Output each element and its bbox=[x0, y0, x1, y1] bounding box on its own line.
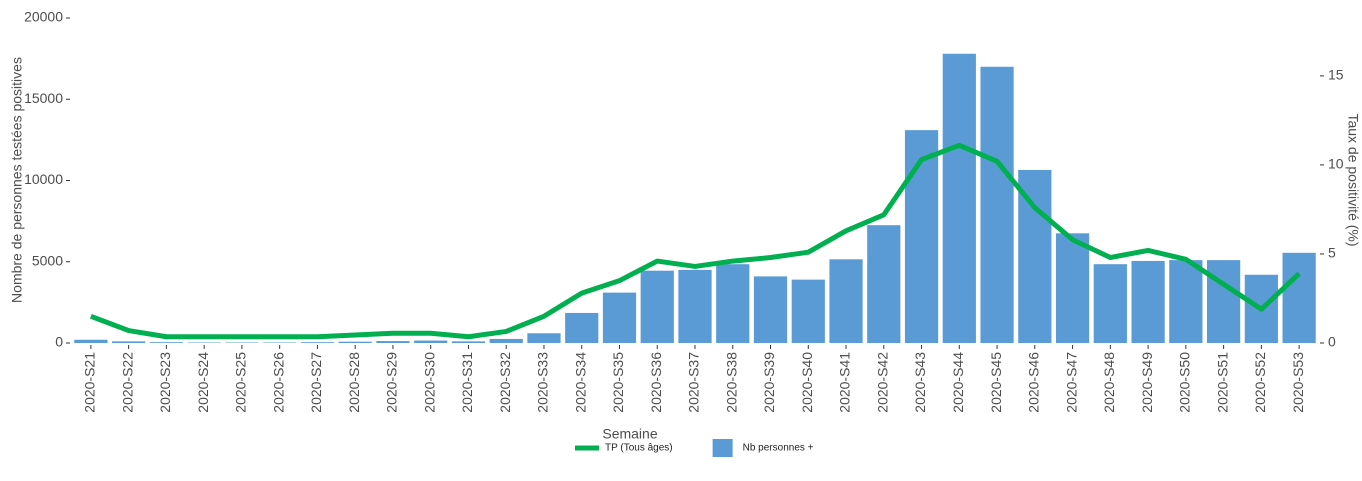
bar bbox=[1055, 233, 1090, 343]
x-tick-label: 2020-S49 bbox=[1139, 352, 1155, 413]
y-axis-title: Nombre de personnes testées positives bbox=[9, 57, 25, 303]
bar bbox=[1282, 252, 1316, 343]
bar bbox=[489, 338, 523, 343]
y2-tick-label: 15 bbox=[1328, 67, 1344, 83]
bar bbox=[527, 333, 561, 343]
x-tick-label: 2020-S44 bbox=[950, 352, 966, 413]
x-tick-label: 2020-S40 bbox=[799, 352, 815, 413]
bar bbox=[1206, 260, 1241, 343]
bar bbox=[338, 341, 372, 343]
bar bbox=[753, 276, 788, 343]
bar bbox=[74, 339, 108, 343]
x-tick-label: 2020-S38 bbox=[723, 352, 739, 413]
x-tick-label: 2020-S32 bbox=[497, 352, 513, 413]
y2-axis-title: Taux de positivité (%) bbox=[1345, 113, 1361, 246]
y-tick-label: 15000 bbox=[24, 90, 63, 106]
bar bbox=[716, 264, 750, 343]
x-tick-label: 2020-S41 bbox=[837, 352, 853, 413]
x-tick-label: 2020-S42 bbox=[874, 352, 890, 413]
x-tick-label: 2020-S23 bbox=[157, 352, 173, 413]
x-tick-label: 2020-S30 bbox=[421, 352, 437, 413]
x-tick-label: 2020-S27 bbox=[308, 352, 324, 413]
y2-tick-label: 10 bbox=[1328, 156, 1344, 172]
x-tick-label: 2020-S37 bbox=[686, 352, 702, 413]
bar bbox=[376, 341, 410, 343]
x-tick-label: 2020-S52 bbox=[1252, 352, 1268, 413]
bar bbox=[640, 270, 674, 343]
bar bbox=[1131, 260, 1165, 343]
bar bbox=[942, 53, 976, 343]
x-tick-label: 2020-S53 bbox=[1290, 352, 1306, 413]
bar bbox=[451, 341, 486, 343]
bar bbox=[904, 130, 939, 343]
x-tick-label: 2020-S35 bbox=[610, 352, 626, 413]
bar bbox=[602, 292, 637, 343]
x-tick-label: 2020-S28 bbox=[346, 352, 362, 413]
bar bbox=[791, 279, 825, 343]
bar bbox=[565, 312, 599, 343]
y-tick-label: 20000 bbox=[24, 9, 63, 25]
x-tick-label: 2020-S51 bbox=[1214, 352, 1230, 413]
x-axis-title: Semaine bbox=[602, 426, 657, 442]
bar bbox=[1093, 264, 1127, 343]
x-tick-label: 2020-S22 bbox=[119, 352, 135, 413]
line bbox=[89, 142, 1301, 340]
legend-label: TP (Tous âges) bbox=[605, 443, 673, 454]
y2-tick-label: 5 bbox=[1328, 245, 1336, 261]
x-tick-label: 2020-S21 bbox=[82, 352, 98, 413]
bar bbox=[678, 269, 712, 343]
bar bbox=[867, 225, 901, 343]
x-tick-label: 2020-S24 bbox=[195, 352, 211, 413]
y-tick-label: 10000 bbox=[24, 171, 63, 187]
bar bbox=[300, 342, 335, 343]
x-tick-label: 2020-S43 bbox=[912, 352, 928, 413]
y-tick-label: 0 bbox=[55, 334, 63, 350]
bar bbox=[414, 340, 448, 343]
x-tick-label: 2020-S31 bbox=[459, 352, 475, 413]
x-tick-label: 2020-S25 bbox=[233, 352, 249, 413]
bar bbox=[1169, 260, 1203, 343]
x-tick-label: 2020-S26 bbox=[270, 352, 286, 413]
x-tick-label: 2020-S50 bbox=[1177, 352, 1193, 413]
x-tick-label: 2020-S39 bbox=[761, 352, 777, 413]
x-tick-label: 2020-S45 bbox=[988, 352, 1004, 413]
bar bbox=[829, 259, 863, 343]
bar bbox=[980, 66, 1014, 343]
x-tick-label: 2020-S34 bbox=[572, 352, 588, 413]
y-tick-label: 5000 bbox=[32, 252, 63, 268]
x-tick-label: 2020-S48 bbox=[1101, 352, 1117, 413]
x-tick-label: 2020-S36 bbox=[648, 352, 664, 413]
y2-tick-label: 0 bbox=[1328, 334, 1336, 350]
bar bbox=[112, 341, 146, 343]
legend-label: Nb personnes + bbox=[743, 443, 814, 454]
legend-swatch bbox=[712, 439, 733, 457]
bar bbox=[1018, 169, 1052, 343]
x-tick-label: 2020-S47 bbox=[1063, 352, 1079, 413]
x-tick-label: 2020-S29 bbox=[384, 352, 400, 413]
x-tick-label: 2020-S46 bbox=[1026, 352, 1042, 413]
x-tick-label: 2020-S33 bbox=[535, 352, 551, 413]
bar bbox=[149, 342, 184, 343]
